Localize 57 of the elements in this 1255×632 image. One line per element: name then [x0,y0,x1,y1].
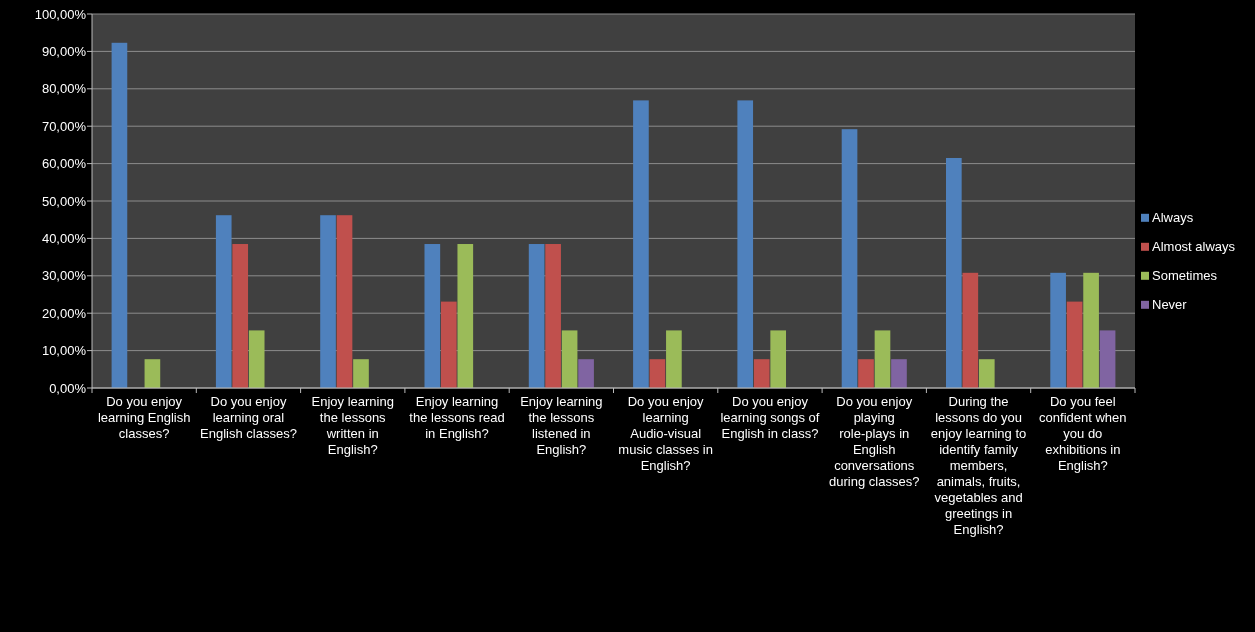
x-tick-label: Enjoy learning the lessons read in English? [409,394,505,441]
y-tick-label: 10,00% [41,343,87,359]
bar [336,215,353,388]
bar [666,330,682,388]
bar [215,215,232,388]
x-tick-label: Enjoy learning the lessons listened in English? [520,394,603,457]
bar [440,301,457,388]
x-tick-label: Do you enjoy learning Audio-visual music classes in English? [618,394,713,473]
bar [946,157,962,388]
y-tick-label: 20,00% [41,305,87,321]
bar [353,359,369,388]
bar [858,359,874,388]
x-tick-label: Do you enjoy learning oral English classes? [200,394,297,441]
bar [457,244,474,388]
legend-label: Almost always [1152,239,1236,255]
y-tick-label: 90,00% [41,43,87,59]
bar [737,100,754,388]
bar [841,129,858,388]
bar [320,215,336,388]
legend-label: Sometimes [1152,268,1218,284]
bar [111,42,128,388]
bar [248,330,265,388]
category-label: During the lessons do you enjoy learning to identify family members, animals, fruits, vegetables and greetings in English? [930,394,1027,537]
y-tick-label: 100,00% [34,6,87,22]
legend-label: Always [1152,210,1194,226]
bar [561,330,578,388]
bar [144,359,161,388]
bar [962,272,979,388]
y-tick-label: 50,00% [41,193,87,209]
bar [578,359,594,388]
y-tick-label: 0,00% [49,380,87,396]
legend-label: Never [1152,297,1188,313]
bar [1066,301,1083,388]
bar [874,330,891,388]
bar [891,359,907,388]
x-tick-label: Do you enjoy learning English classes? [97,394,191,441]
x-tick-label: Do you enjoy learning songs of English in class? [720,394,820,441]
y-tick-label: 30,00% [41,268,87,284]
y-tick-label: 40,00% [41,230,87,246]
x-tick-label: Enjoy learning the lessons written in English? [311,394,394,457]
bar [649,359,666,388]
bar [528,244,545,388]
x-tick-label: Do you feel confident when you do exhibitions in English? [1039,394,1127,473]
bar [633,100,649,388]
bar [770,330,787,388]
bar [545,244,561,388]
y-tick-label: 60,00% [41,156,87,172]
bar [753,359,770,388]
bar [1099,330,1116,388]
x-tick-label: Do you enjoy playing role-plays in English conversations during classes? [829,394,920,489]
bar [978,359,995,388]
bar [424,244,441,388]
y-tick-label: 70,00% [41,118,87,134]
bar [1050,272,1066,388]
bar [232,244,249,388]
bar [1083,272,1099,388]
y-tick-label: 80,00% [41,81,87,97]
